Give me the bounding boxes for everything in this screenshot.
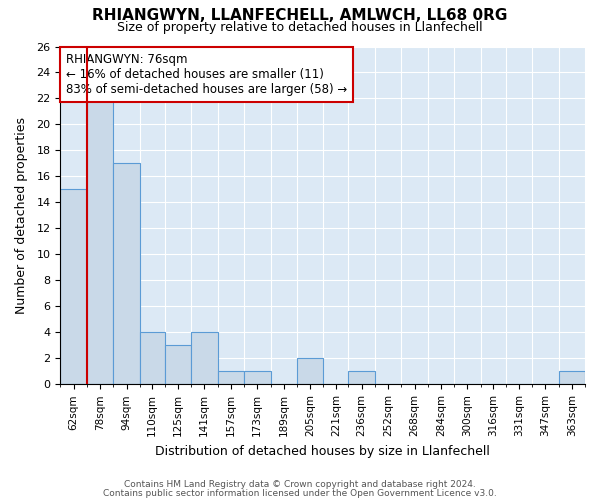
Bar <box>559 372 585 384</box>
Bar <box>244 372 271 384</box>
Text: RHIANGWYN: 76sqm
← 16% of detached houses are smaller (11)
83% of semi-detached : RHIANGWYN: 76sqm ← 16% of detached house… <box>65 54 347 96</box>
Text: RHIANGWYN, LLANFECHELL, AMLWCH, LL68 0RG: RHIANGWYN, LLANFECHELL, AMLWCH, LL68 0RG <box>92 8 508 22</box>
Bar <box>61 190 87 384</box>
X-axis label: Distribution of detached houses by size in Llanfechell: Distribution of detached houses by size … <box>155 444 490 458</box>
Bar <box>349 372 375 384</box>
Text: Contains HM Land Registry data © Crown copyright and database right 2024.: Contains HM Land Registry data © Crown c… <box>124 480 476 489</box>
Y-axis label: Number of detached properties: Number of detached properties <box>15 117 28 314</box>
Bar <box>191 332 218 384</box>
Bar <box>87 98 113 385</box>
Bar <box>218 372 244 384</box>
Text: Contains public sector information licensed under the Open Government Licence v3: Contains public sector information licen… <box>103 488 497 498</box>
Bar <box>113 164 140 384</box>
Text: Size of property relative to detached houses in Llanfechell: Size of property relative to detached ho… <box>117 21 483 34</box>
Bar <box>164 346 191 385</box>
Bar <box>140 332 164 384</box>
Bar <box>297 358 323 384</box>
